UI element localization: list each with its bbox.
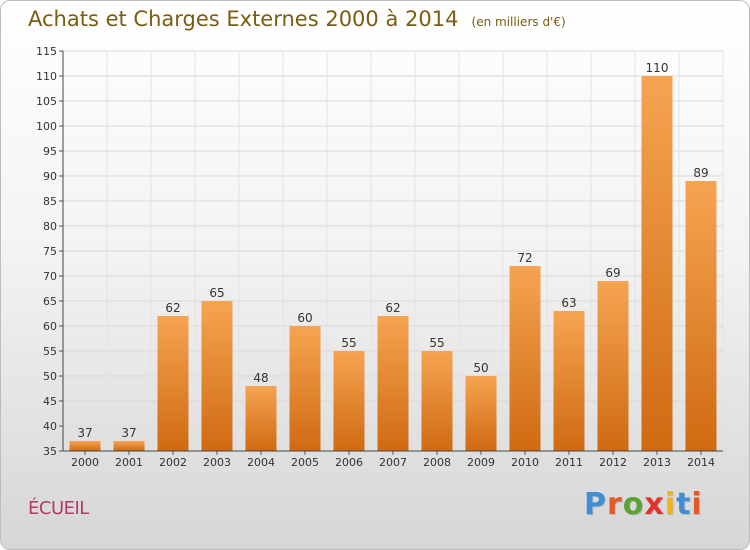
- labels: 35 40 45 50 55 60 65 70 75 80 85 90 95 100 105 110 115 37…: [36, 45, 715, 469]
- bar: [509, 266, 541, 451]
- bar: [245, 386, 277, 451]
- x-tick-label: 2008: [423, 456, 451, 469]
- proxiti-logo[interactable]: Proxiti: [584, 487, 703, 522]
- y-tick-label: 60: [43, 320, 57, 333]
- chart-title: Achats et Charges Externes 2000 à 2014: [28, 7, 459, 31]
- x-tick-label: 2002: [159, 456, 187, 469]
- bar: [333, 351, 365, 451]
- axes: [59, 50, 723, 455]
- bar-value-label: 89: [693, 166, 708, 180]
- y-tick-label: 85: [43, 195, 57, 208]
- x-tick-label: 2003: [203, 456, 231, 469]
- bar-value-label: 110: [646, 61, 669, 75]
- x-tick-label: 2000: [71, 456, 99, 469]
- bar-value-label: 55: [341, 336, 356, 350]
- bar-value-label: 48: [253, 371, 268, 385]
- y-tick-label: 110: [36, 70, 57, 83]
- y-tick-label: 40: [43, 420, 57, 433]
- bar-value-label: 65: [209, 286, 224, 300]
- bar: [553, 311, 585, 451]
- y-tick-label: 45: [43, 395, 57, 408]
- bar: [69, 441, 101, 451]
- bar: [641, 76, 673, 451]
- bar-value-label: 72: [517, 251, 532, 265]
- bar-value-label: 55: [429, 336, 444, 350]
- y-tick-label: 115: [36, 45, 57, 58]
- y-tick-label: 90: [43, 170, 57, 183]
- logo-letter: P: [584, 487, 607, 522]
- bar: [289, 326, 321, 451]
- bar-value-label: 60: [297, 311, 312, 325]
- bar-value-label: 37: [121, 426, 136, 440]
- bar: [113, 441, 145, 451]
- x-tick-label: 2014: [687, 456, 715, 469]
- logo-letter: i: [664, 487, 677, 522]
- chart-unit-label: (en milliers d'€): [471, 15, 566, 29]
- logo-letter: t: [676, 487, 692, 522]
- x-tick-label: 2001: [115, 456, 143, 469]
- x-tick-label: 2012: [599, 456, 627, 469]
- bar-value-label: 62: [385, 301, 400, 315]
- bar-value-label: 50: [473, 361, 488, 375]
- x-tick-label: 2013: [643, 456, 671, 469]
- title-row: Achats et Charges Externes 2000 à 2014 (…: [28, 7, 566, 31]
- bar: [465, 376, 497, 451]
- bar-value-label: 62: [165, 301, 180, 315]
- y-tick-label: 50: [43, 370, 57, 383]
- x-tick-label: 2009: [467, 456, 495, 469]
- x-tick-label: 2006: [335, 456, 363, 469]
- x-tick-label: 2004: [247, 456, 275, 469]
- bars: [69, 76, 717, 451]
- logo-letter: x: [644, 487, 665, 522]
- y-tick-label: 95: [43, 145, 57, 158]
- logo-letter: o: [622, 487, 645, 522]
- x-tick-label: 2011: [555, 456, 583, 469]
- bar: [685, 181, 717, 451]
- y-tick-label: 80: [43, 220, 57, 233]
- bar: [597, 281, 629, 451]
- bar: [201, 301, 233, 451]
- y-tick-label: 35: [43, 445, 57, 458]
- y-tick-label: 105: [36, 95, 57, 108]
- commune-name: ÉCUEIL: [28, 498, 89, 519]
- y-tick-label: 100: [36, 120, 57, 133]
- y-tick-label: 70: [43, 270, 57, 283]
- logo-letter: r: [607, 487, 623, 522]
- bar: [421, 351, 453, 451]
- logo-letter: i: [691, 487, 703, 522]
- bar: [157, 316, 189, 451]
- y-tick-label: 55: [43, 345, 57, 358]
- x-tick-label: 2005: [291, 456, 319, 469]
- x-tick-label: 2010: [511, 456, 539, 469]
- y-tick-label: 65: [43, 295, 57, 308]
- bar-value-label: 37: [77, 426, 92, 440]
- x-tick-label: 2007: [379, 456, 407, 469]
- bar: [377, 316, 409, 451]
- bar-value-label: 69: [605, 266, 620, 280]
- bar-value-label: 63: [561, 296, 576, 310]
- y-tick-label: 75: [43, 245, 57, 258]
